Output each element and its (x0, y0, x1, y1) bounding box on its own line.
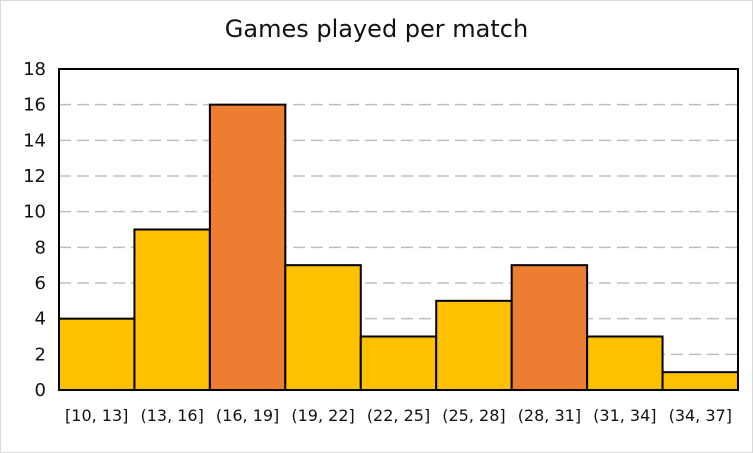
y-tick-label: 16 (23, 95, 46, 116)
x-category-label: [10, 13] (65, 406, 128, 425)
x-category-label: (13, 16] (140, 406, 203, 425)
x-category-label: (22, 25] (367, 406, 430, 425)
y-tick-label: 0 (35, 380, 46, 401)
histogram-bar (284, 264, 362, 391)
histogram-bar (435, 299, 513, 392)
y-tick-label: 4 (35, 309, 46, 330)
y-tick-label: 10 (23, 202, 46, 223)
histogram-bar (661, 371, 739, 391)
plot-area-border (58, 68, 739, 391)
chart-title: Games played per match (224, 15, 529, 43)
x-category-label: (28, 31] (518, 406, 581, 425)
x-category-label: (25, 28] (442, 406, 505, 425)
histogram-bar (58, 317, 136, 391)
y-tick-label: 18 (23, 59, 46, 80)
histogram-bar (359, 335, 438, 391)
x-category-label: (16, 19] (216, 406, 279, 425)
histogram-bar (586, 335, 664, 391)
histogram-bar (510, 264, 589, 391)
y-tick-label: 6 (35, 273, 46, 294)
histogram-bar (133, 228, 211, 391)
x-category-label: (31, 34] (593, 406, 656, 425)
x-category-label: (34, 37] (669, 406, 732, 425)
histogram-bar (208, 103, 287, 392)
y-tick-label: 2 (35, 344, 46, 365)
x-category-label: (19, 22] (291, 406, 354, 425)
y-tick-label: 8 (35, 237, 46, 258)
y-tick-label: 12 (23, 166, 46, 187)
y-tick-label: 14 (23, 130, 46, 151)
